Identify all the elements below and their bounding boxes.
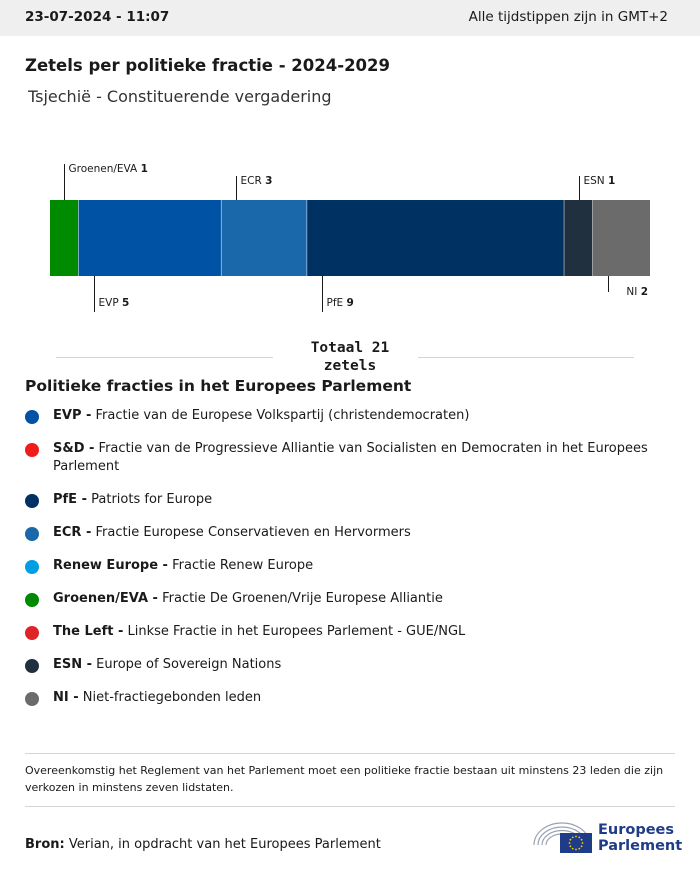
legend-description: Europe of Sovereign Nations (92, 657, 282, 672)
source-credit: Bron: Verian, in opdracht van het Europe… (25, 837, 381, 852)
segment-label-value: 1 (608, 175, 615, 187)
legend-color-dot (25, 692, 39, 706)
total-divider-left (56, 357, 273, 358)
total-seats-line2: zetels (323, 358, 377, 374)
segment-label: EVP 5 (99, 297, 130, 309)
legend-item: EVP - Fractie van de Europese Volksparti… (25, 407, 665, 425)
bar-segment (78, 200, 222, 276)
segment-label-value: 9 (347, 297, 354, 309)
legend-item: The Left - Linkse Fractie in het Europee… (25, 623, 665, 641)
segment-label-name: NI (626, 286, 640, 298)
legend-item: ECR - Fractie Europese Conservatieven en… (25, 524, 665, 542)
segment-label: ESN 1 (584, 175, 616, 187)
legend-color-dot (25, 659, 39, 673)
legend-description: Fractie van de Europese Volkspartij (chr… (91, 408, 470, 423)
legend-item: S&D - Fractie van de Progressieve Allian… (25, 440, 665, 476)
legend-color-dot (25, 443, 39, 457)
footnote-divider-bottom (25, 806, 675, 807)
legend-abbreviation: EVP - (53, 408, 92, 423)
legend-abbreviation: ESN - (53, 657, 93, 672)
legend-abbreviation: ECR - (53, 525, 92, 540)
legend-color-dot (25, 626, 39, 640)
timezone-note: Alle tijdstippen zijn in GMT+2 (468, 9, 668, 25)
segment-label: Groenen/EVA 1 (69, 163, 148, 175)
legend-abbreviation: The Left - (53, 624, 124, 639)
legend-color-dot (25, 593, 39, 607)
bar-segment (592, 200, 650, 276)
bar-segment (50, 200, 79, 276)
legend-item: Renew Europe - Fractie Renew Europe (25, 557, 665, 575)
segment-label: ECR 3 (241, 175, 273, 187)
legend-color-dot (25, 527, 39, 541)
legend-title: Politieke fracties in het Europees Parle… (25, 377, 412, 395)
footnote-divider-top (25, 753, 675, 754)
legend-description: Fractie van de Progressieve Alliantie va… (53, 441, 648, 474)
segment-label-value: 1 (141, 163, 148, 175)
legend-list: EVP - Fractie van de Europese Volksparti… (25, 407, 665, 707)
legend-item: Groenen/EVA - Fractie De Groenen/Vrije E… (25, 590, 665, 608)
legend-color-dot (25, 494, 39, 508)
legend-abbreviation: PfE - (53, 492, 87, 507)
segment-label-name: PfE (327, 297, 347, 309)
legend-abbreviation: Groenen/EVA - (53, 591, 158, 606)
legend-description: Niet-fractiegebonden leden (78, 690, 262, 705)
legend-item: NI - Niet-fractiegebonden leden (25, 689, 665, 707)
total-divider-right (418, 357, 634, 358)
bar-segment (307, 200, 565, 276)
legend-abbreviation: NI - (53, 690, 79, 705)
logo-line2: Parlement (598, 838, 683, 854)
legend-color-dot (25, 410, 39, 424)
source-label: Bron: (25, 837, 65, 852)
legend-description: Linkse Fractie in het Europees Parlement… (123, 624, 466, 639)
segment-label-value: 2 (641, 286, 648, 298)
legend-abbreviation: Renew Europe - (53, 558, 168, 573)
total-seats-line1: Totaal 21 (310, 340, 390, 356)
legend-description: Fractie De Groenen/Vrije Europese Allian… (157, 591, 443, 606)
segment-label-value: 5 (122, 297, 129, 309)
source-text: Verian, in opdracht van het Europees Par… (64, 837, 381, 852)
bar-segment (221, 200, 308, 276)
footnote: Overeenkomstig het Reglement van het Par… (25, 764, 664, 794)
hemicycle-flag-icon (533, 822, 592, 853)
legend-abbreviation: S&D - (53, 441, 95, 456)
logo-wordmark: Europees Parlement (598, 822, 682, 854)
segment-label-name: EVP (99, 297, 123, 309)
datetime-stamp: 23-07-2024 - 11:07 (25, 9, 170, 25)
bar-segment (564, 200, 593, 276)
total-seats: Totaal 21 zetels (300, 339, 400, 375)
segment-label-name: Groenen/EVA (69, 163, 141, 175)
legend-description: Fractie Europese Conservatieven en Hervo… (91, 525, 411, 540)
legend-item: PfE - Patriots for Europe (25, 491, 665, 509)
european-parliament-logo: Europees Parlement (530, 815, 682, 855)
chart-title: Zetels per politieke fractie - 2024-2029 (25, 56, 390, 75)
chart-subtitle: Tsjechië - Constituerende vergadering (28, 87, 332, 106)
legend-color-dot (25, 560, 39, 574)
segment-label: PfE 9 (327, 297, 354, 309)
segment-label-value: 3 (265, 175, 272, 187)
segment-label-name: ESN (584, 175, 609, 187)
segment-label-name: ECR (241, 175, 266, 187)
legend-item: ESN - Europe of Sovereign Nations (25, 656, 665, 674)
legend-description: Patriots for Europe (87, 492, 213, 507)
segment-label: NI 2 (626, 286, 648, 298)
stacked-seat-bar-chart: Groenen/EVA 1 EVP 5 ECR 3 PfE 9 ESN 1 NI 2 (50, 163, 650, 312)
logo-line1: Europees (598, 822, 675, 838)
top-bar: 23-07-2024 - 11:07 Alle tijdstippen zijn… (0, 0, 700, 36)
legend-description: Fractie Renew Europe (167, 558, 314, 573)
